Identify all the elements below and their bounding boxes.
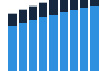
Bar (19, 10, 27, 23)
Bar (70, 10, 78, 71)
Bar (8, 14, 17, 26)
Bar (60, 0, 68, 12)
Bar (60, 12, 68, 71)
Bar (39, 2, 48, 3)
Bar (90, 6, 99, 71)
Bar (49, 15, 58, 71)
Bar (90, 0, 99, 6)
Bar (80, 8, 88, 71)
Bar (70, 0, 78, 10)
Bar (29, 5, 37, 7)
Bar (8, 26, 17, 71)
Bar (29, 7, 37, 20)
Bar (29, 20, 37, 71)
Bar (39, 3, 48, 17)
Bar (19, 9, 27, 10)
Bar (8, 13, 17, 14)
Bar (80, 0, 88, 8)
Bar (39, 17, 48, 71)
Bar (19, 23, 27, 71)
Bar (49, 0, 58, 15)
